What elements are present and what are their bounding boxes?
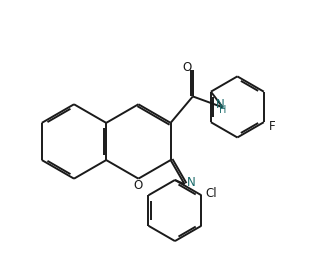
Text: O: O	[182, 61, 191, 74]
Text: N: N	[216, 98, 225, 111]
Text: F: F	[269, 120, 276, 133]
Text: O: O	[134, 179, 143, 192]
Text: Cl: Cl	[205, 187, 217, 201]
Text: H: H	[219, 105, 226, 115]
Text: N: N	[187, 176, 196, 189]
